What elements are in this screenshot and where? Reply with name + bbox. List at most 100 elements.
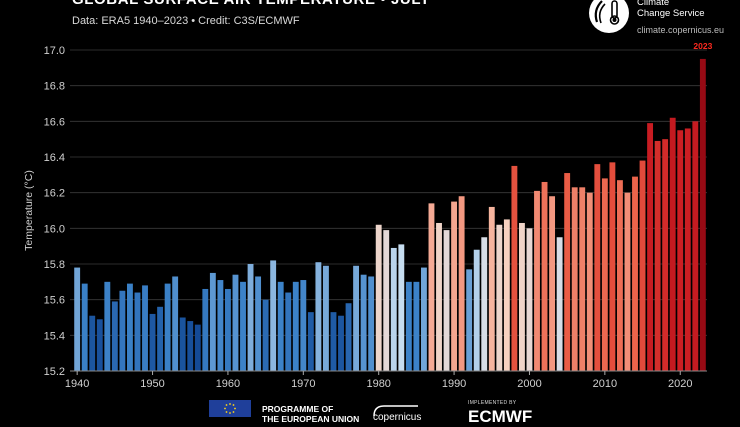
y-tick-label: 15.2 [44,366,65,378]
bar-1940 [74,267,81,371]
bar-1993 [473,249,480,371]
bar-2006 [571,187,578,371]
x-tick-label: 2010 [593,378,617,390]
bar-1956 [194,324,201,371]
bar-1971 [307,312,314,371]
bar-1955 [187,321,194,371]
bar-2021 [684,128,691,371]
programme-text: PROGRAMME OF THE EUROPEAN UNION [262,404,359,424]
bar-1992 [466,269,473,371]
y-tick-label: 17.0 [44,45,65,57]
bar-2003 [549,196,556,371]
bar-1989 [443,230,450,371]
x-tick-label: 2000 [517,378,541,390]
bar-1978 [360,274,367,371]
bar-1985 [413,281,420,371]
y-tick-label: 16.8 [44,81,65,93]
chart-subtitle: Data: ERA5 1940–2023 • Credit: C3S/ECMWF [72,15,300,27]
eu-flag-icon [209,400,251,417]
bar-2011 [609,162,616,371]
bar-1970 [300,280,307,371]
bar-2022 [692,121,699,371]
x-tick-label: 1950 [140,378,164,390]
bar-2009 [594,164,601,371]
bar-1990 [451,201,458,371]
bar-1948 [134,292,141,371]
x-tick-label: 1970 [291,378,315,390]
ecmwf-logo: ECMWF [468,407,533,426]
bar-2005 [564,173,571,371]
bar-1986 [420,267,427,371]
bar-2010 [601,178,608,371]
bar-1972 [315,262,322,371]
bar-2002 [541,181,548,371]
bar-1952 [164,283,171,371]
copernicus-wordmark: copernicus [373,412,421,422]
y-tick-label: 15.8 [44,259,65,271]
implemented-by-text: IMPLEMENTED BY [468,400,517,406]
bar-1958 [209,272,216,371]
bar-1949 [142,285,148,371]
bar-2018 [662,139,669,371]
x-tick-label: 1980 [366,378,390,390]
y-tick-label: 16.6 [44,116,65,128]
record-year-label: 2023 [693,41,712,51]
bar-1942 [89,315,96,371]
bar-2013 [624,192,631,371]
brand-name: Climate Change Service [637,0,705,19]
bar-2007 [579,187,586,371]
bar-1964 [255,276,262,371]
bar-1953 [172,276,179,371]
bar-1957 [202,288,209,371]
bar-2015 [639,160,646,371]
bar-1966 [270,260,277,371]
bar-1997 [503,219,510,371]
y-axis-label: Temperature (°C) [23,170,35,251]
bar-1991 [458,196,465,371]
climate-change-service-logo-icon [589,0,629,33]
website-link[interactable]: climate.copernicus.eu [637,25,725,35]
bar-1944 [104,281,111,371]
bar-1961 [232,274,239,371]
bar-2014 [632,176,638,371]
bar-1980 [375,224,382,371]
bar-1988 [436,222,442,371]
x-tick-label: 1960 [216,378,240,390]
bar-1974 [330,312,337,371]
y-tick-label: 15.4 [44,330,65,342]
brand-line-1: Climate [637,0,670,8]
bar-1954 [179,317,186,371]
bar-1994 [481,237,488,371]
programme-line-1: PROGRAMME OF [262,404,334,414]
bar-1951 [157,306,164,371]
y-tick-label: 16.2 [44,188,65,200]
bar-1963 [247,264,254,371]
bar-1941 [81,283,88,371]
bar-1979 [368,276,375,371]
x-tick-label: 1990 [442,378,466,390]
bar-1967 [277,281,284,371]
bar-chart: 15.2 15.4 15.6 15.8 16.0 16.2 16.4 16.6 16.8 17.0… [23,41,713,390]
y-tick-label: 16.4 [44,152,65,164]
bar-1999 [518,222,525,371]
brand-line-2: Change Service [637,8,705,19]
bar-1945 [111,301,118,371]
bar-1960 [224,288,231,371]
bar-1977 [353,265,360,371]
bar-2008 [586,192,593,371]
chart-title: GLOBAL SURFACE AIR TEMPERATURE • JULY [72,0,430,8]
bar-1987 [428,203,435,371]
bar-1973 [322,265,329,371]
bar-2023 [699,58,706,372]
bar-1946 [119,290,126,371]
footer-logos: PROGRAMME OF THE EUROPEAN UNION copernic… [0,396,740,426]
bar-1975 [338,315,344,371]
copernicus-logo-icon: copernicus [373,405,421,422]
bar-1959 [217,280,224,371]
bar-1943 [96,319,103,371]
bar-1998 [511,165,518,371]
bar-1984 [405,281,412,371]
bar-1995 [488,206,495,371]
bar-1982 [390,247,397,371]
y-tick-label: 16.0 [44,223,65,235]
